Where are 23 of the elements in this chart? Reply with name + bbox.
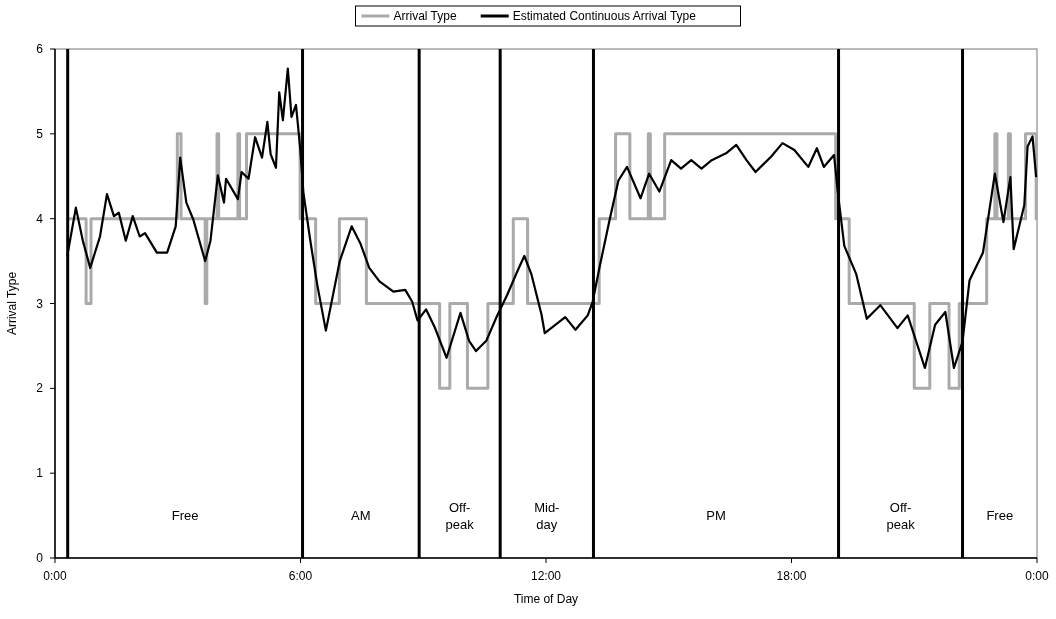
x-tick-label: 18:00 (776, 569, 807, 583)
annotation: PM (706, 507, 726, 523)
x-axis-title: Time of Day (513, 592, 579, 606)
y-tick-label: 4 (36, 211, 44, 226)
annotation: Free (171, 507, 199, 523)
y-tick-label: 3 (36, 296, 44, 311)
annotation: Off-peak (886, 500, 916, 533)
annotation: Off-peak (445, 500, 475, 533)
x-tick-label: 0:00 (1025, 569, 1049, 583)
x-tick-label: 12:00 (530, 569, 562, 583)
annotation: Mid-day (534, 500, 560, 533)
y-tick-label: 5 (36, 126, 44, 141)
y-tick-label: 0 (36, 551, 44, 565)
y-tick-label: 2 (36, 381, 44, 396)
y-tick-label: 1 (36, 466, 44, 481)
annotation: Free (986, 507, 1014, 523)
y-tick-label: 6 (36, 42, 44, 56)
annotation: AM (351, 507, 371, 523)
y-axis-title: Arrival Type (5, 271, 19, 336)
x-tick-label: 0:00 (43, 569, 67, 583)
x-tick-label: 6:00 (288, 569, 313, 583)
legend-label: Arrival Type (393, 9, 457, 23)
legend-label: Estimated Continuous Arrival Type (512, 9, 697, 23)
